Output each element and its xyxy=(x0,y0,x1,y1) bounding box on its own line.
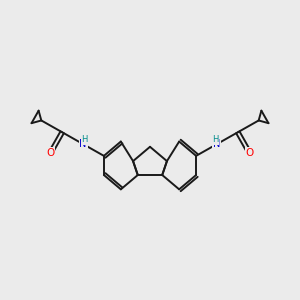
Text: O: O xyxy=(46,148,55,158)
Text: N: N xyxy=(80,139,87,149)
Text: O: O xyxy=(245,148,254,158)
Text: H: H xyxy=(212,135,219,144)
Text: N: N xyxy=(213,139,220,149)
Text: H: H xyxy=(81,135,88,144)
